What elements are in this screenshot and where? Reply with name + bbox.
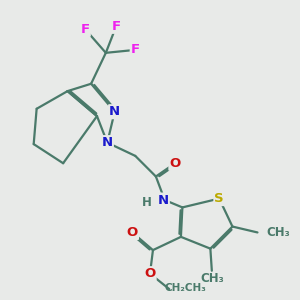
Text: CH₂CH₃: CH₂CH₃ bbox=[164, 283, 206, 292]
Text: F: F bbox=[112, 20, 121, 33]
Text: F: F bbox=[81, 23, 90, 36]
Text: H: H bbox=[142, 196, 152, 209]
Text: O: O bbox=[169, 157, 181, 170]
Text: N: N bbox=[158, 194, 169, 207]
Text: O: O bbox=[144, 267, 156, 280]
Text: N: N bbox=[102, 136, 113, 149]
Text: O: O bbox=[127, 226, 138, 239]
Text: CH₃: CH₃ bbox=[266, 226, 290, 239]
Text: N: N bbox=[109, 105, 120, 118]
Text: CH₃: CH₃ bbox=[200, 272, 224, 285]
Text: S: S bbox=[214, 192, 224, 205]
Text: F: F bbox=[131, 44, 140, 56]
